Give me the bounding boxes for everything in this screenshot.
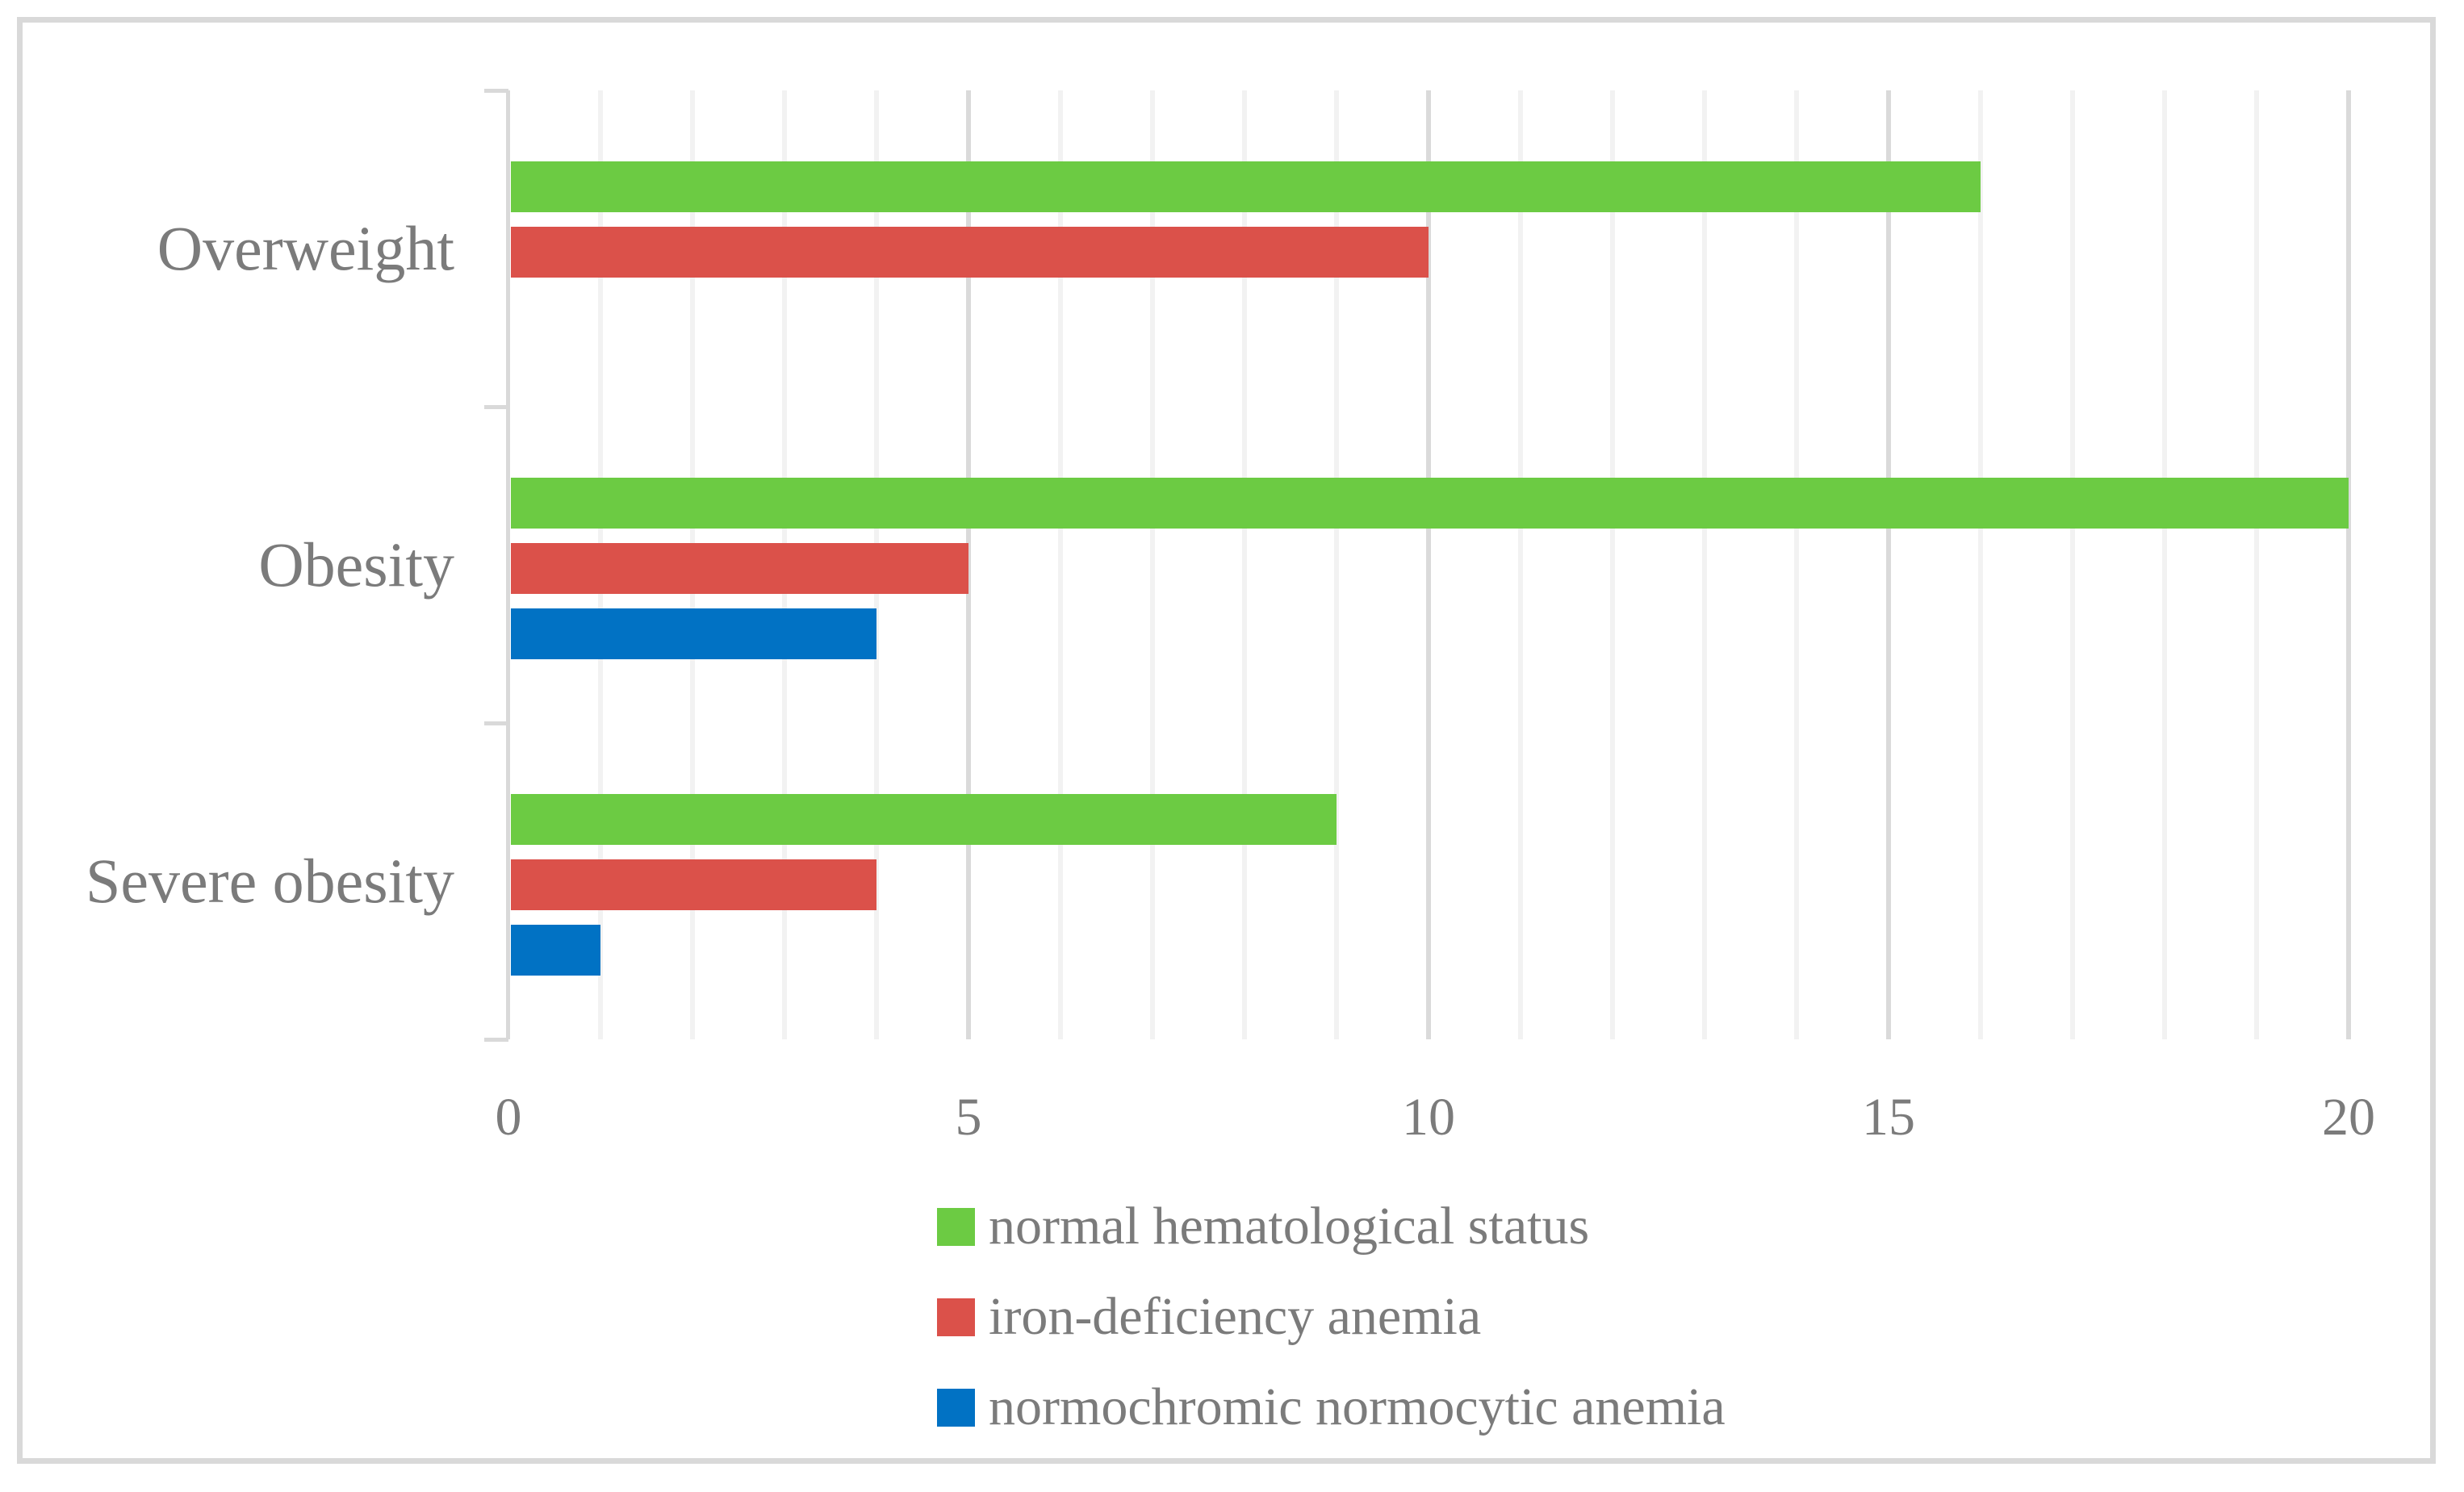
category-label: Obesity [258, 529, 454, 600]
minor-gridline [1794, 90, 1799, 1039]
minor-gridline [1242, 90, 1247, 1039]
minor-gridline [1334, 90, 1339, 1039]
bar [511, 543, 968, 594]
legend-item: normal hematological status [937, 1197, 1589, 1256]
minor-gridline [2162, 90, 2167, 1039]
bar [511, 925, 600, 976]
category-axis-tick [484, 89, 508, 93]
category-axis-line [506, 90, 510, 1039]
bar [511, 478, 2349, 529]
minor-gridline [2254, 90, 2259, 1039]
x-tick-label: 20 [2322, 1088, 2375, 1147]
bar [511, 608, 876, 659]
bar [511, 794, 1337, 845]
x-tick-label: 0 [495, 1088, 522, 1147]
legend-swatch [937, 1298, 975, 1336]
category-axis-tick [484, 721, 508, 725]
legend-label: normochromic normocytic anemia [989, 1377, 1726, 1436]
category-label: Overweight [157, 213, 454, 283]
minor-gridline [1978, 90, 1983, 1039]
legend-swatch [937, 1388, 975, 1427]
legend-item: normochromic normocytic anemia [937, 1378, 1726, 1436]
legend-item: iron-deficiency anemia [937, 1288, 1481, 1346]
minor-gridline [1610, 90, 1615, 1039]
bar [511, 161, 1981, 212]
legend-swatch [937, 1207, 975, 1246]
major-gridline [1886, 90, 1891, 1039]
x-tick-label: 15 [1862, 1088, 1915, 1147]
legend-label: iron-deficiency anemia [989, 1287, 1482, 1346]
minor-gridline [1518, 90, 1523, 1039]
bar [511, 859, 876, 910]
minor-gridline [1702, 90, 1707, 1039]
minor-gridline [2070, 90, 2075, 1039]
major-gridline [966, 90, 971, 1039]
x-tick-label: 10 [1402, 1088, 1455, 1147]
major-gridline [2346, 90, 2351, 1039]
category-axis-tick [484, 1038, 508, 1042]
legend-label: normal hematological status [989, 1197, 1590, 1256]
x-tick-label: 5 [955, 1088, 982, 1147]
bar [511, 227, 1429, 278]
minor-gridline [1058, 90, 1063, 1039]
category-label: Severe obesity [85, 846, 454, 916]
category-axis-tick [484, 405, 508, 409]
major-gridline [1426, 90, 1431, 1039]
minor-gridline [1150, 90, 1155, 1039]
